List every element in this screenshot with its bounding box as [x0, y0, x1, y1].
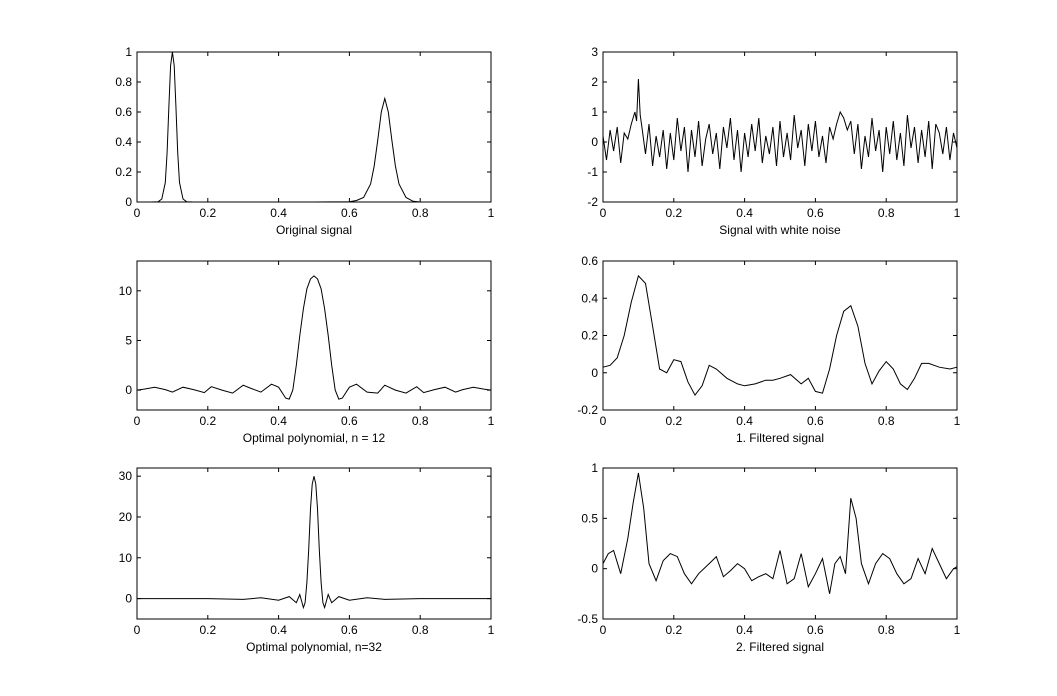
x-tick-label: 0.2: [199, 206, 216, 220]
y-tick-label: 0: [591, 562, 598, 576]
x-tick-label: 0.6: [807, 206, 824, 220]
axes-box: [136, 260, 492, 411]
x-tick-label: 0.6: [341, 206, 358, 220]
x-axis-label: Optimal polynomial, n=32: [246, 640, 382, 654]
y-tick-label: 10: [119, 284, 133, 298]
axes-box: [602, 467, 958, 620]
y-tick-label: 1: [591, 461, 598, 475]
x-tick-label: 0.6: [807, 623, 824, 637]
y-tick-label: 0.6: [581, 254, 598, 268]
x-tick-label: 0.8: [412, 623, 429, 637]
y-tick-label: 1: [591, 105, 598, 119]
x-tick-label: 1: [488, 623, 495, 637]
x-tick-label: 1: [954, 206, 961, 220]
y-tick-label: 0: [125, 383, 132, 397]
x-tick-label: 1: [488, 414, 495, 428]
x-tick-label: 0: [600, 206, 607, 220]
y-tick-label: 1: [125, 45, 132, 59]
x-tick-label: 0.8: [412, 206, 429, 220]
y-tick-label: 0: [125, 195, 132, 209]
x-tick-label: 0.2: [665, 623, 682, 637]
subplot-2: 0 0.2 0.4 0.6 0.8 1 -2 -1 0 1 2 3 Signal with white …: [587, 45, 960, 237]
y-tick-label: 0: [591, 135, 598, 149]
x-tick-label: 0.2: [199, 623, 216, 637]
series-line: [602, 274, 958, 397]
series-line: [136, 275, 492, 400]
x-axis-label: 1. Filtered signal: [736, 431, 824, 445]
x-tick-label: 0: [600, 414, 607, 428]
x-tick-label: 1: [954, 623, 961, 637]
y-tick-label: 0.4: [115, 135, 132, 149]
x-tick-label: 0.4: [736, 414, 753, 428]
y-tick-label: -2: [587, 195, 598, 209]
x-tick-label: 0.8: [878, 414, 895, 428]
x-tick-label: 0: [600, 623, 607, 637]
x-tick-label: 0.2: [665, 206, 682, 220]
y-tick-label: 0.2: [115, 165, 132, 179]
x-tick-label: 0: [134, 414, 141, 428]
x-tick-label: 0.6: [341, 623, 358, 637]
y-tick-label: 0.6: [115, 105, 132, 119]
y-tick-label: 0: [591, 366, 598, 380]
subplot-6: 0 0.2 0.4 0.6 0.8 1-0.500.512. Filtered signa…: [577, 461, 960, 654]
series-line: [602, 472, 958, 594]
x-axis-label: Optimal polynomial, n = 12: [243, 431, 386, 445]
x-tick-label: 0.2: [665, 414, 682, 428]
y-tick-label: 0.8: [115, 75, 132, 89]
y-tick-label: 0.4: [581, 291, 598, 305]
subplot-1: 0 0.2 0.4 0.6 0.8 1 0 0.2 0.4 0.6 0.8 1 Original sig…: [115, 45, 494, 237]
y-tick-label: 0.5: [581, 511, 598, 525]
axes-box: [136, 51, 492, 203]
x-tick-label: 0.6: [807, 414, 824, 428]
x-tick-label: 0.4: [270, 206, 287, 220]
x-tick-label: 0: [134, 623, 141, 637]
y-tick-label: 5: [125, 333, 132, 347]
x-tick-label: 0.4: [736, 623, 753, 637]
axes-box: [602, 260, 958, 411]
y-tick-label: 0.2: [581, 329, 598, 343]
x-tick-label: 0.4: [270, 623, 287, 637]
y-tick-label: 3: [591, 45, 598, 59]
x-axis-label: Original signal: [276, 223, 352, 237]
x-tick-label: 1: [488, 206, 495, 220]
y-tick-label: -0.2: [577, 403, 598, 417]
x-tick-label: 0.4: [736, 206, 753, 220]
y-tick-label: -1: [587, 165, 598, 179]
x-axis-label: 2. Filtered signal: [736, 640, 824, 654]
subplot-4: 0 0.2 0.4 0.6 0.8 1-0.200.20.40.61. Filtered …: [577, 254, 960, 445]
x-tick-label: 1: [954, 414, 961, 428]
series-line: [137, 51, 491, 203]
x-tick-label: 0.8: [412, 414, 429, 428]
x-tick-label: 0: [134, 206, 141, 220]
axes-box: [136, 467, 492, 620]
y-tick-label: 2: [591, 75, 598, 89]
x-tick-label: 0.8: [878, 623, 895, 637]
y-tick-label: 0: [125, 592, 132, 606]
y-tick-label: 30: [119, 469, 133, 483]
x-tick-label: 0.8: [878, 206, 895, 220]
x-tick-label: 0.6: [341, 414, 358, 428]
series-line: [137, 476, 491, 610]
series-line: [602, 78, 958, 173]
y-tick-label: 20: [119, 510, 133, 524]
x-tick-label: 0.4: [270, 414, 287, 428]
y-tick-label: -0.5: [577, 612, 598, 626]
y-tick-label: 10: [119, 551, 133, 565]
x-tick-label: 0.2: [199, 414, 216, 428]
x-axis-label: Signal with white noise: [719, 223, 841, 237]
